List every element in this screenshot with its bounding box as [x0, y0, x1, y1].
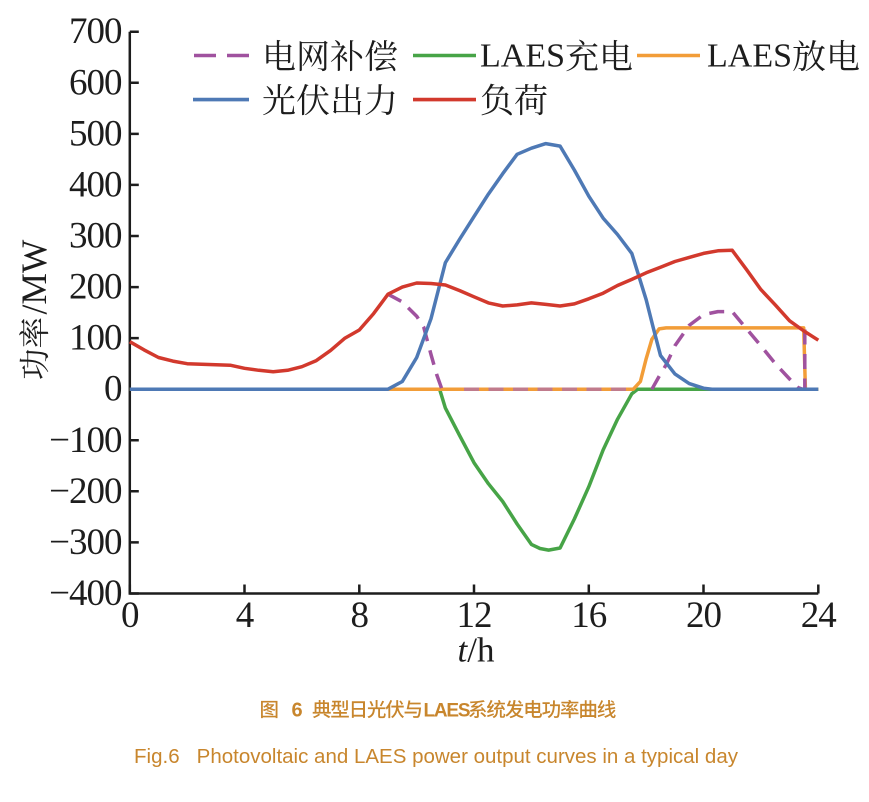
svg-text:LAES: LAES [707, 38, 792, 75]
svg-text:24: 24 [801, 595, 837, 636]
svg-text:/MW: /MW [14, 239, 54, 314]
svg-text:0: 0 [104, 369, 122, 410]
svg-text:−300: −300 [49, 522, 122, 563]
svg-text:LAES: LAES [480, 38, 565, 75]
svg-text:−400: −400 [49, 573, 122, 614]
svg-text:500: 500 [69, 113, 122, 154]
svg-text:400: 400 [69, 164, 122, 205]
svg-text:700: 700 [69, 11, 122, 52]
svg-text:LAES: LAES [424, 701, 470, 722]
svg-text:12: 12 [457, 595, 492, 636]
svg-text:600: 600 [69, 62, 122, 103]
svg-text:16: 16 [571, 595, 607, 636]
svg-text:20: 20 [686, 595, 722, 636]
svg-text:−100: −100 [49, 420, 122, 461]
svg-text:200: 200 [69, 267, 122, 308]
svg-text:300: 300 [69, 216, 122, 257]
svg-text:Fig.6 Photovoltaic and LAES: Fig.6 Photovoltaic and LAES power output… [134, 745, 739, 768]
svg-text:0: 0 [121, 595, 139, 636]
svg-text:8: 8 [351, 595, 369, 636]
svg-text:−200: −200 [49, 471, 122, 512]
svg-text:6: 6 [292, 700, 303, 722]
svg-text:t/h: t/h [458, 631, 495, 670]
svg-text:4: 4 [236, 595, 254, 636]
svg-text:100: 100 [69, 318, 122, 359]
